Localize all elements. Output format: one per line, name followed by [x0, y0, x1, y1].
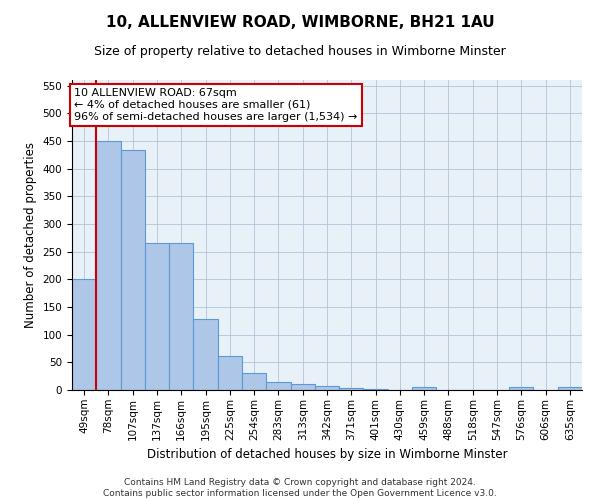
Text: Contains HM Land Registry data © Crown copyright and database right 2024.
Contai: Contains HM Land Registry data © Crown c…	[103, 478, 497, 498]
Bar	[266, 382, 290, 390]
Bar	[558, 387, 582, 390]
Bar	[509, 387, 533, 390]
Bar	[290, 384, 315, 390]
Text: 10, ALLENVIEW ROAD, WIMBORNE, BH21 1AU: 10, ALLENVIEW ROAD, WIMBORNE, BH21 1AU	[106, 15, 494, 30]
Bar	[96, 141, 121, 390]
Text: 10 ALLENVIEW ROAD: 67sqm
← 4% of detached houses are smaller (61)
96% of semi-de: 10 ALLENVIEW ROAD: 67sqm ← 4% of detache…	[74, 88, 358, 122]
Y-axis label: Number of detached properties: Number of detached properties	[24, 142, 37, 328]
Bar	[169, 244, 193, 390]
Bar	[72, 280, 96, 390]
Bar	[242, 374, 266, 390]
Bar	[145, 244, 169, 390]
Bar	[218, 356, 242, 390]
Bar	[315, 386, 339, 390]
Bar	[193, 319, 218, 390]
Bar	[339, 388, 364, 390]
Bar	[364, 389, 388, 390]
Text: Size of property relative to detached houses in Wimborne Minster: Size of property relative to detached ho…	[94, 45, 506, 58]
Bar	[121, 150, 145, 390]
X-axis label: Distribution of detached houses by size in Wimborne Minster: Distribution of detached houses by size …	[146, 448, 508, 461]
Bar	[412, 386, 436, 390]
